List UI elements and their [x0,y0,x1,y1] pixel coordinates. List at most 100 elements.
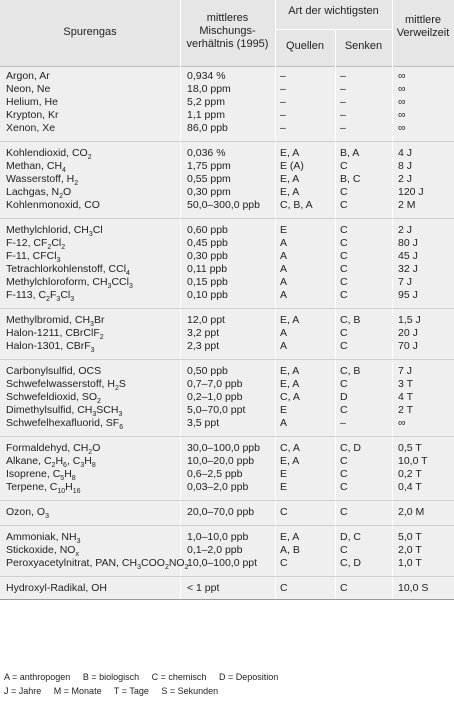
mixing-ratio: 18,0 ppm [187,83,231,95]
residence-time: 1,0 T [398,557,422,569]
mixing-ratio: 3,2 ppt [187,327,220,339]
header-quellen: Quellen [286,40,324,52]
header-divider [392,0,393,66]
sink-type: – [340,109,346,121]
sink-type: C [340,455,348,467]
residence-time: 7 J [398,276,413,288]
source-type: E, A [280,378,300,390]
table-row: Krypton, Kr 1,1 ppm – – ∞ [0,109,454,122]
source-type: E (A) [280,160,304,172]
mixing-ratio: 0,55 ppm [187,173,231,185]
gas-name: Isoprene, C5H8 [6,468,76,483]
gas-name: Dimethylsulfid, CH3SCH3 [6,404,123,419]
gas-name: Schwefeldioxid, SO2 [6,391,101,406]
mixing-ratio: 5,2 ppm [187,96,225,108]
source-type: C [280,506,288,518]
gas-name: F-11, CFCl3 [6,250,61,265]
mixing-ratio: 0,6–2,5 ppb [187,468,243,480]
source-type: C, B, A [280,199,313,211]
table-row: F-11, CFCl3 0,30 ppb A C 45 J [0,250,454,265]
mixing-ratio: 0,30 ppm [187,186,231,198]
sink-type: C [340,544,348,556]
source-type: E [280,404,288,416]
table-row: Tetrachlorkohlenstoff, CCl4 0,11 ppb A C 32 … [0,263,454,277]
source-type: A [280,417,288,429]
table-row: Methan, CH4 1,75 ppm E (A) C 8 J [0,160,454,175]
mixing-ratio: 0,036 % [187,147,226,159]
table-row: Ammoniak, NH3 1,0–10,0 ppb E, A D, C 5,0 T [0,531,454,545]
group-divider [0,359,454,360]
sink-type: C, B [340,314,361,326]
gas-name: Alkane, C2H6, C3H8 [6,455,96,470]
residence-time: ∞ [398,109,406,121]
column-divider [275,66,276,599]
mixing-ratio: 0,50 ppb [187,365,228,377]
sink-type: C [340,404,348,416]
legend-line-1: A = anthropogen B = biologisch C = chemi… [4,671,288,683]
mixing-ratio: < 1 ppt [187,582,220,594]
gas-name: Methan, CH4 [6,160,66,175]
header-time-line2: Verweilzeit [396,27,450,39]
table-row: F-12, CF2Cl2 0,45 ppb A C 80 J [0,237,454,251]
gas-name: F-113, C2F3Cl3 [6,289,75,304]
table-row: Neon, Ne 18,0 ppm – – ∞ [0,83,454,96]
table-row: Stickoxide, NOx 0,1–2,0 ppb A, B C 2,0 T [0,544,454,559]
sink-type: C [340,582,348,594]
header-subdivider [275,29,392,30]
gas-name: Kohlendioxid, CO2 [6,147,92,162]
sink-type: C [340,506,348,518]
gas-name: Methylchloroform, CH3CCl3 [6,276,133,291]
residence-time: 2,0 T [398,544,422,556]
gas-name: Halon-1301, CBrF3 [6,340,95,355]
table-body-background [0,66,454,599]
residence-time: 80 J [398,237,418,249]
table-row: Schwefelwasserstoff, H2S 0,7–7,0 ppb E, A C… [0,378,454,392]
source-type: C, A [280,442,300,454]
sink-type: C, D [340,442,361,454]
column-divider [180,66,181,599]
sink-type: C [340,340,348,352]
table-row: Methylchlorid, CH3Cl 0,60 ppb E C 2 J [0,224,454,238]
table-row: Formaldehyd, CH2O 30,0–100,0 ppb C, A C, D 0… [0,442,454,456]
table-row: Schwefelhexafluorid, SF6 3,5 ppt A – ∞ [0,417,454,431]
mixing-ratio: 0,60 ppb [187,224,228,236]
source-type: E, A [280,365,300,377]
group-divider [0,141,454,142]
table-row: Helium, He 5,2 ppm – – ∞ [0,96,454,109]
source-type: A [280,250,288,262]
sink-type: – [340,122,346,134]
header-spurengas: Spurengas [63,26,117,38]
source-type: E, A [280,147,300,159]
source-type: E [280,481,288,493]
table-row: Schwefeldioxid, SO2 0,2–1,0 ppb C, A D 4 T [0,391,454,406]
legend-s: S = Sekunden [161,686,219,696]
residence-time: 0,4 T [398,481,422,493]
mixing-ratio: 0,7–7,0 ppb [187,378,243,390]
mixing-ratio: 50,0–300,0 ppb [187,199,260,211]
table-row: Terpene, C10H16 0,03–2,0 ppb E C 0,4 T [0,481,454,495]
source-type: C, A [280,391,300,403]
gas-name: Ozon, O3 [6,506,50,521]
header-ratio-line1: mittleres [206,12,249,24]
header-verweilzeit: mittlere Verweilzeit [392,14,454,40]
residence-time: 2 T [398,404,413,416]
gas-name: Methylbromid, CH3Br [6,314,105,329]
source-type: E, A [280,531,300,543]
header-mischungsverhaeltnis: mittleres Mischungs- verhältnis (1995) [180,12,275,51]
header-time-line1: mittlere [404,14,442,26]
source-type: – [280,70,286,82]
source-type: E, A [280,314,300,326]
sink-type: C, D [340,557,361,569]
mixing-ratio: 0,45 ppb [187,237,228,249]
residence-time: 8 J [398,160,413,172]
source-type: A [280,289,288,301]
mixing-ratio: 3,5 ppt [187,417,220,429]
header-senken: Senken [344,40,383,52]
residence-time: 4 J [398,147,413,159]
mixing-ratio: 1,1 ppm [187,109,225,121]
gas-name: Stickoxide, NOx [6,544,79,559]
residence-time: 10,0 T [398,455,428,467]
sink-type: B, C [340,173,361,185]
residence-time: 0,5 T [398,442,422,454]
